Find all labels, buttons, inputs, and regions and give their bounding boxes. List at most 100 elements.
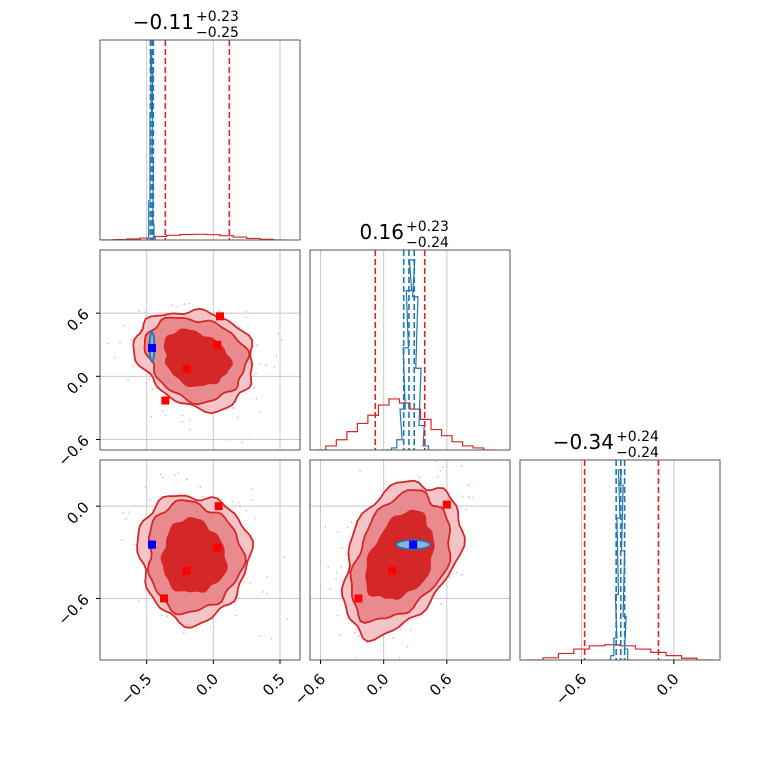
sample-point xyxy=(441,466,444,468)
title-median: −0.34 xyxy=(553,430,614,454)
sample-point xyxy=(327,566,330,568)
sample-point xyxy=(336,531,339,533)
red-marker xyxy=(214,502,223,511)
sample-point xyxy=(220,498,222,501)
sample-point xyxy=(245,316,248,319)
sample-point xyxy=(185,478,188,480)
sample-point xyxy=(218,310,221,313)
diagonal-panel-1: −0.11 +0.23−0.25 xyxy=(99,9,301,241)
panel-title: −0.11 +0.23−0.25 xyxy=(133,9,239,41)
panel-frame xyxy=(309,459,511,661)
sample-point xyxy=(273,366,275,368)
sample-point xyxy=(319,585,322,588)
sample-point xyxy=(277,332,280,335)
sample-point xyxy=(369,676,371,678)
sample-point xyxy=(120,539,123,541)
sample-point xyxy=(335,577,337,580)
title-plus-error: +0.23 xyxy=(196,9,239,25)
sample-point xyxy=(461,495,464,498)
sample-point xyxy=(239,505,241,508)
sample-point xyxy=(283,556,286,559)
sample-point xyxy=(440,602,443,605)
y-tick-label: 0.0 xyxy=(63,498,93,528)
sample-point xyxy=(159,473,162,476)
panel-frame xyxy=(99,249,301,451)
sample-point xyxy=(255,397,258,400)
panel-content xyxy=(315,250,495,450)
sample-point xyxy=(439,469,442,472)
sample-point xyxy=(127,379,129,382)
x-tick-label: 0.0 xyxy=(653,670,683,700)
sample-point xyxy=(209,626,212,628)
sample-point xyxy=(232,406,235,409)
blue-marker xyxy=(148,540,156,549)
sample-point xyxy=(225,439,228,441)
sample-point xyxy=(113,356,116,359)
title-median: 0.16 xyxy=(359,220,404,244)
sample-point xyxy=(418,476,420,478)
panel-title: −0.34 +0.24−0.24 xyxy=(553,429,659,461)
panel-content xyxy=(100,40,287,240)
y-tick-label: −0.6 xyxy=(54,591,92,629)
sample-point xyxy=(435,461,437,463)
sample-point xyxy=(256,344,258,346)
red-marker xyxy=(442,500,451,509)
red-marker xyxy=(213,340,222,349)
sample-point xyxy=(382,636,385,638)
title-minus-error: −0.24 xyxy=(406,235,449,251)
sample-point xyxy=(249,581,251,584)
panel-title: 0.16 +0.23−0.24 xyxy=(359,219,449,251)
sample-point xyxy=(188,428,191,431)
sample-point xyxy=(467,495,470,498)
sample-point xyxy=(127,511,130,513)
sample-point xyxy=(150,415,153,418)
sample-point xyxy=(171,304,173,307)
scatter-panel-2: −0.6 0.0 −0.5 0.0 0.5 xyxy=(54,459,301,709)
sample-point xyxy=(175,306,178,308)
sample-point xyxy=(235,614,237,617)
sample-point xyxy=(237,501,240,504)
x-tick-label: −0.6 xyxy=(291,670,329,708)
x-tick-label: 0.0 xyxy=(363,670,393,700)
sample-point xyxy=(245,509,248,512)
sample-point xyxy=(138,310,140,312)
scatter-panel-3: −0.6 0.0 0.6 xyxy=(291,459,511,709)
sample-point xyxy=(259,410,261,413)
sample-point xyxy=(245,310,247,313)
x-tick-label: 0.6 xyxy=(426,670,456,700)
sample-point xyxy=(266,576,268,579)
sample-point xyxy=(259,362,261,365)
sample-point xyxy=(337,614,339,617)
sample-point xyxy=(465,508,467,511)
sample-point xyxy=(392,637,394,639)
sample-point xyxy=(472,496,474,499)
sample-point xyxy=(340,566,343,568)
diagonal-panel-3: −0.34 +0.24−0.24 −0.6 0.0 xyxy=(519,429,721,709)
sample-point xyxy=(144,311,146,314)
sample-point xyxy=(95,607,97,609)
sample-point xyxy=(107,342,109,345)
sample-point xyxy=(399,628,402,630)
sample-point xyxy=(166,615,168,618)
sample-point xyxy=(358,635,360,637)
sample-point xyxy=(341,546,344,549)
panel-frame xyxy=(99,459,301,661)
narrow-histogram xyxy=(386,259,434,450)
sample-point xyxy=(183,303,186,305)
sample-point xyxy=(467,484,470,487)
diagonal-panel-2: 0.16 +0.23−0.24 xyxy=(309,219,511,451)
sample-point xyxy=(345,553,348,556)
y-tick-label: 0.0 xyxy=(63,368,93,398)
sample-point xyxy=(265,364,267,366)
sample-point xyxy=(133,543,135,546)
sample-point xyxy=(188,302,191,305)
sample-point xyxy=(265,593,268,595)
blue-marker xyxy=(148,343,156,352)
panel-frame xyxy=(309,249,511,451)
sample-point xyxy=(286,618,288,620)
sample-point xyxy=(165,414,167,417)
red-marker xyxy=(216,312,224,321)
sample-point xyxy=(144,486,147,488)
sample-point xyxy=(174,474,177,476)
